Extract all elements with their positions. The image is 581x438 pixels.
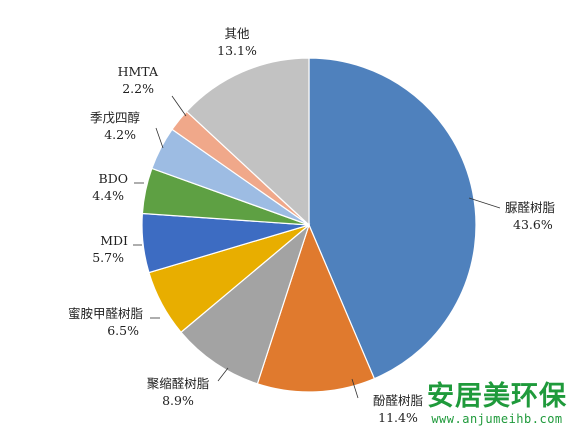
slice-value-label: 43.6%: [513, 217, 553, 232]
slice-label: 聚缩醛树脂: [147, 376, 210, 391]
pie-slice: [185, 57, 310, 227]
slice-label: 酚醛树脂: [373, 393, 423, 408]
leader-line: [468, 197, 501, 209]
slice-value-label: 2.2%: [122, 81, 154, 96]
watermark-url: www.anjumeihb.com: [431, 412, 563, 426]
label-leader-lines: [133, 95, 501, 399]
slice-label: HMTA: [118, 64, 159, 79]
pie-slice: [180, 223, 311, 385]
slice-labels: 脲醛树脂 43.6% 酚醛树脂 11.4% 聚缩醛树脂 8.9% 蜜胺甲醛树脂 6.5% MDI…: [68, 26, 555, 425]
leader-line: [217, 367, 229, 382]
slice-value-label: 8.9%: [162, 393, 194, 408]
slice-value-label: 13.1%: [217, 43, 257, 58]
slice-label: 其他: [224, 26, 250, 41]
leader-line: [155, 127, 164, 149]
leader-line: [171, 95, 187, 117]
pie-slice: [256, 223, 376, 393]
slice-label: 脲醛树脂: [505, 200, 555, 215]
leader-line: [351, 378, 359, 399]
slice-value-label: 6.5%: [107, 323, 139, 338]
pie-slices: [141, 57, 477, 393]
slice-value-label: 5.7%: [92, 250, 124, 265]
slice-value-label: 11.4%: [378, 410, 418, 425]
slice-label: BDO: [99, 171, 128, 186]
watermark-name: 安居美环保: [427, 381, 567, 412]
slice-value-label: 4.2%: [104, 127, 136, 142]
watermark: 安居美环保 www.anjumeihb.com: [427, 381, 567, 427]
slice-label: 蜜胺甲醛树脂: [68, 306, 143, 321]
slice-label: MDI: [100, 233, 128, 248]
pie-slice: [308, 57, 477, 380]
slice-label: 季戊四醇: [90, 110, 140, 125]
slice-value-label: 4.4%: [92, 188, 124, 203]
